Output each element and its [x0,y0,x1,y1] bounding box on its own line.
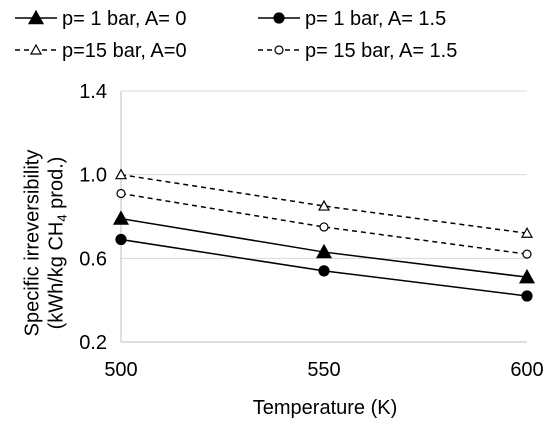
legend-item-1: p= 1 bar, A= 1.5 [258,8,446,30]
data-point [521,290,533,302]
y-axis-label-line1: Specific irreversibility [21,149,43,337]
legend-marker [273,12,285,24]
legend-item-0: p= 1 bar, A= 0 [15,8,187,30]
gridlines [121,90,527,259]
series-2 [114,168,534,238]
y-tick-label: 0.6 [79,248,107,270]
y-axis-label-line2-post: prod.) [45,156,67,215]
x-tick-label: 500 [104,359,137,381]
y-tick-label: 0.2 [79,332,107,354]
legend-marker [27,9,45,25]
series-1 [115,233,533,302]
data-point [317,199,331,211]
data-point [114,168,128,180]
y-axis-label-line2: (kWh/kg CH4 prod.) [44,150,74,337]
series-group [112,168,536,302]
legend-item-2: p=15 bar, A=0 [15,40,187,62]
y-axis-label-line2-pre: (kWh/kg CH [45,221,67,330]
legend-label: p= 15 bar, A= 1.5 [305,40,457,62]
y-tick-label: 1.0 [79,165,107,187]
data-point [115,233,127,246]
legend-item-3: p= 15 bar, A= 1.5 [258,40,457,62]
legend-marker [29,43,43,55]
data-point [116,188,126,199]
y-tick-label: 1.4 [79,81,107,103]
legend: p= 1 bar, A= 0 p= 1 bar, A= 1.5 p=15 bar, … [15,8,457,62]
x-tick-label: 550 [307,359,340,381]
tick-labels: 0.2 0.6 1.0 1.4 500 550 600 [79,81,544,381]
series-line [120,192,528,255]
y-axis-label-subscript: 4 [54,214,69,222]
data-point [522,249,532,259]
legend-label: p= 1 bar, A= 0 [62,8,187,30]
data-point [520,226,534,238]
data-point [315,243,333,259]
data-point [112,210,130,225]
legend-label: p= 1 bar, A= 1.5 [305,8,446,30]
x-axis-label: Temperature (K) [253,397,398,419]
series-0 [112,210,536,284]
data-point [318,265,330,277]
x-tick-label: 600 [510,359,543,381]
data-point [518,268,536,284]
series-3 [116,188,532,259]
legend-marker [274,45,284,55]
data-point [319,222,329,232]
legend-label: p=15 bar, A=0 [62,40,187,62]
axes [120,91,527,343]
